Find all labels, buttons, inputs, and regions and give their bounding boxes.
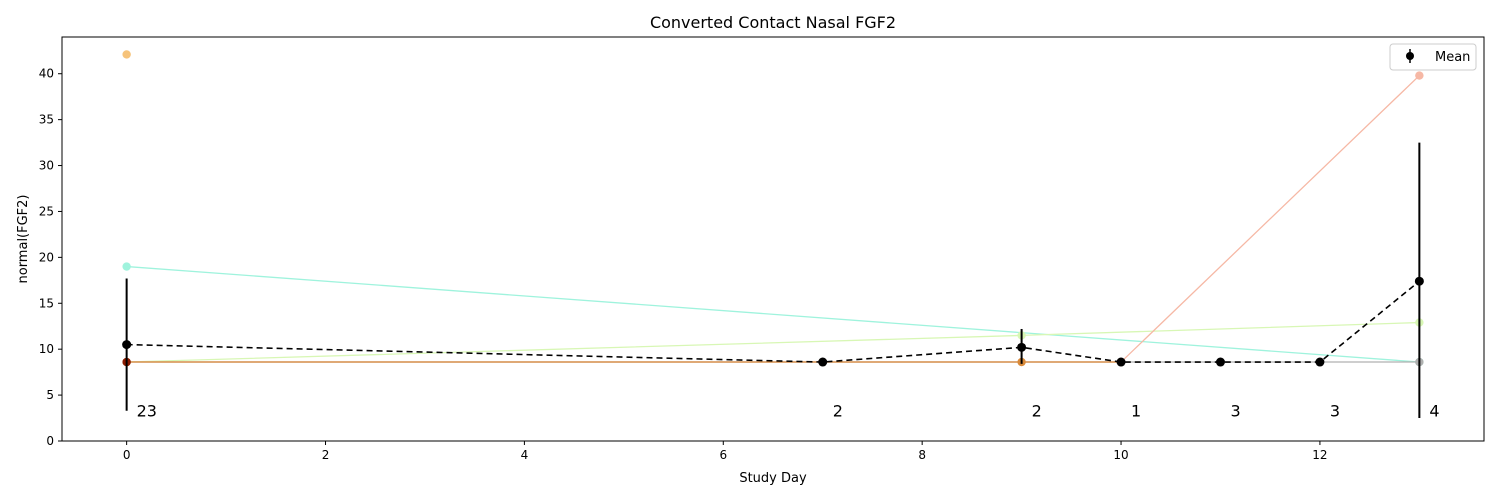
mean-point (1414, 276, 1424, 286)
count-label: 2 (1032, 402, 1042, 421)
legend-label-mean: Mean (1435, 50, 1470, 65)
x-tick-label: 2 (322, 448, 330, 462)
count-label: 4 (1429, 402, 1439, 421)
y-axis-label: normal(FGF2) (16, 195, 31, 284)
subject-point (1415, 71, 1424, 80)
count-label: 3 (1230, 402, 1240, 421)
x-tick-label: 0 (123, 448, 131, 462)
mean-point (1116, 357, 1126, 367)
x-tick-label: 6 (719, 448, 727, 462)
subject-point (122, 262, 131, 271)
mean-series (122, 142, 1424, 419)
mean-point (818, 357, 828, 367)
y-tick-label: 15 (39, 296, 54, 310)
mean-point (1315, 357, 1325, 367)
x-tick-label: 12 (1312, 448, 1327, 462)
legend-marker-icon (1406, 52, 1414, 60)
x-tick-label: 8 (918, 448, 926, 462)
count-label: 23 (137, 402, 157, 421)
y-tick-label: 30 (39, 159, 54, 173)
chart-title: Converted Contact Nasal FGF2 (650, 13, 896, 32)
count-labels: 23 2 2 1 3 3 4 (137, 402, 1440, 421)
mean-point (1215, 357, 1225, 367)
y-tick-label: 40 (39, 67, 54, 81)
subject-line (126, 321, 1420, 363)
subject-point (122, 50, 131, 59)
x-tick-label: 4 (521, 448, 529, 462)
y-tick-label: 20 (39, 250, 54, 264)
count-label: 2 (833, 402, 843, 421)
plot-frame (61, 36, 1485, 442)
y-tick-label: 0 (46, 434, 54, 448)
mean-line (126, 280, 1420, 363)
y-tick-label: 5 (46, 388, 54, 402)
subject-line (126, 75, 1420, 363)
legend-box (1389, 43, 1477, 71)
count-label: 1 (1131, 402, 1141, 421)
y-tick-label: 35 (39, 113, 54, 127)
count-label: 3 (1330, 402, 1340, 421)
subject-lines (122, 50, 1424, 367)
x-axis-label: Study Day (739, 471, 807, 486)
mean-point (1017, 342, 1027, 352)
subject-line (126, 265, 1420, 363)
x-tick-label: 10 (1113, 448, 1128, 462)
y-tick-label: 25 (39, 204, 54, 218)
legend: Mean (1389, 43, 1477, 71)
mean-point (122, 340, 132, 350)
y-tick-label: 10 (39, 342, 54, 356)
